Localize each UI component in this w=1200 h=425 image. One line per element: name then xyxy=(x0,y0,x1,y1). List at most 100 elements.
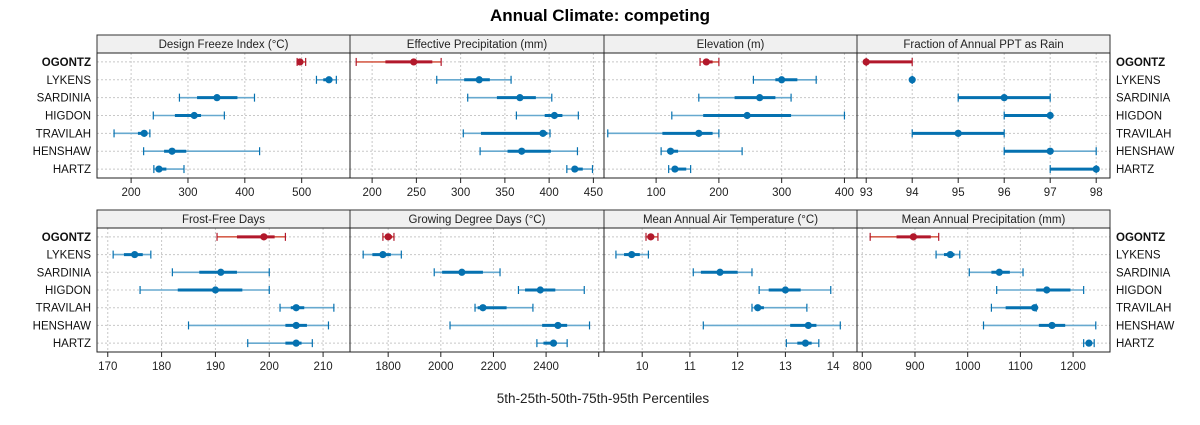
x-tick-label: 1800 xyxy=(375,361,401,373)
data-mark-sardinia xyxy=(968,268,1024,277)
median-point xyxy=(475,76,483,84)
x-tick-label: 93 xyxy=(860,187,873,199)
median-point xyxy=(781,286,789,294)
data-mark-henshaw xyxy=(479,147,579,156)
x-tick-label: 94 xyxy=(906,187,919,199)
row-label-ogontz: OGONTZ xyxy=(1116,57,1165,69)
median-point xyxy=(778,76,786,84)
x-tick-label: 350 xyxy=(495,187,514,199)
data-mark-lykens xyxy=(615,250,649,259)
panel-fraction-of-annual-ppt-as-rain: Fraction of Annual PPT as Rain 93 94 95 96 97… xyxy=(856,34,1174,199)
data-mark-henshaw xyxy=(702,321,841,330)
x-tick-label: 450 xyxy=(584,187,603,199)
data-mark-higdon xyxy=(996,286,1085,294)
median-point xyxy=(946,250,954,259)
row-label-henshaw: HENSHAW xyxy=(33,320,91,332)
x-tick-label: 180 xyxy=(152,361,171,373)
row-label-ogontz: OGONTZ xyxy=(42,57,91,69)
median-point xyxy=(1092,165,1100,173)
x-tick-label: 11 xyxy=(684,361,696,373)
data-mark-lykens xyxy=(935,250,961,259)
panel-effective-precipitation-mm: Effective Precipitation (mm) 200 250 300 350… xyxy=(349,34,605,199)
x-tick-label: 190 xyxy=(206,361,225,373)
data-mark-ogontz xyxy=(216,232,287,241)
median-point xyxy=(458,268,466,276)
x-tick-label: 13 xyxy=(779,361,792,373)
x-tick-label: 170 xyxy=(98,361,117,373)
median-point xyxy=(479,304,487,312)
row-label-sardinia: SARDINIA xyxy=(37,93,92,105)
median-point xyxy=(954,129,962,137)
median-point xyxy=(571,165,579,173)
median-point xyxy=(754,304,762,312)
data-mark-henshaw xyxy=(1003,147,1097,156)
data-mark-lykens xyxy=(436,75,512,84)
data-mark-travilah xyxy=(751,303,808,312)
median-point xyxy=(804,321,812,330)
data-mark-travilah xyxy=(279,303,335,312)
data-mark-sardinia xyxy=(692,268,753,277)
row-label-ogontz: OGONTZ xyxy=(1116,232,1165,244)
data-mark-higdon xyxy=(139,286,270,294)
data-mark-sardinia xyxy=(957,93,1051,102)
x-tick-label: 98 xyxy=(1090,187,1103,199)
data-mark-travilah xyxy=(113,129,151,138)
panel-title: Elevation (m) xyxy=(697,39,765,51)
row-label-sardinia: SARDINIA xyxy=(1116,267,1171,279)
median-point xyxy=(217,268,225,276)
median-point xyxy=(1043,286,1051,294)
data-mark-lykens xyxy=(752,75,817,84)
median-point xyxy=(550,111,559,120)
median-point xyxy=(292,339,300,347)
median-point xyxy=(140,129,148,137)
data-mark-henshaw xyxy=(982,321,1097,330)
x-tick-label: 200 xyxy=(260,361,279,373)
data-mark-travilah xyxy=(462,129,551,138)
data-mark-higdon xyxy=(671,111,846,120)
x-tick-label: 1100 xyxy=(1008,361,1033,373)
median-point xyxy=(702,58,710,66)
row-label-lykens: LYKENS xyxy=(46,75,91,87)
row-label-sardinia: SARDINIA xyxy=(37,267,92,279)
data-mark-higdon xyxy=(152,111,225,120)
median-point xyxy=(1031,304,1039,312)
median-point xyxy=(666,147,675,155)
data-mark-ogontz xyxy=(296,57,307,66)
x-tick-label: 900 xyxy=(905,361,924,373)
panel-title: Design Freeze Index (°C) xyxy=(159,39,289,51)
x-tick-label: 300 xyxy=(178,187,197,199)
median-point xyxy=(296,58,304,66)
x-axis-title: 5th-25th-50th-75th-95th Percentiles xyxy=(497,391,710,406)
data-mark-ogontz xyxy=(645,232,659,241)
data-mark-travilah xyxy=(911,129,1005,138)
median-point xyxy=(260,233,268,241)
data-mark-lykens xyxy=(908,75,916,84)
panel-title: Frost-Free Days xyxy=(182,214,265,226)
data-mark-hartz xyxy=(153,165,185,174)
data-mark-sardinia xyxy=(467,93,553,102)
x-tick-label: 97 xyxy=(1044,187,1057,199)
x-tick-label: 500 xyxy=(292,187,311,199)
median-point xyxy=(539,129,547,137)
row-label-travilah: TRAVILAH xyxy=(36,303,91,315)
median-point xyxy=(155,165,163,173)
median-point xyxy=(379,250,387,259)
median-point xyxy=(516,94,524,102)
median-point xyxy=(518,147,526,155)
x-tick-label: 96 xyxy=(998,187,1011,199)
x-tick-label: 14 xyxy=(827,361,840,373)
row-label-hartz: HARTZ xyxy=(53,338,91,350)
data-mark-hartz xyxy=(536,339,568,348)
data-mark-higdon xyxy=(1003,111,1054,120)
median-point xyxy=(647,233,655,241)
data-mark-travilah xyxy=(607,129,720,138)
median-point xyxy=(168,147,176,155)
data-mark-ogontz xyxy=(382,232,395,241)
data-mark-hartz xyxy=(1083,339,1095,348)
median-point xyxy=(671,165,679,173)
data-mark-hartz xyxy=(1049,165,1100,174)
median-point xyxy=(292,321,300,330)
median-point xyxy=(131,250,139,259)
panel-title: Growing Degree Days (°C) xyxy=(409,214,546,226)
